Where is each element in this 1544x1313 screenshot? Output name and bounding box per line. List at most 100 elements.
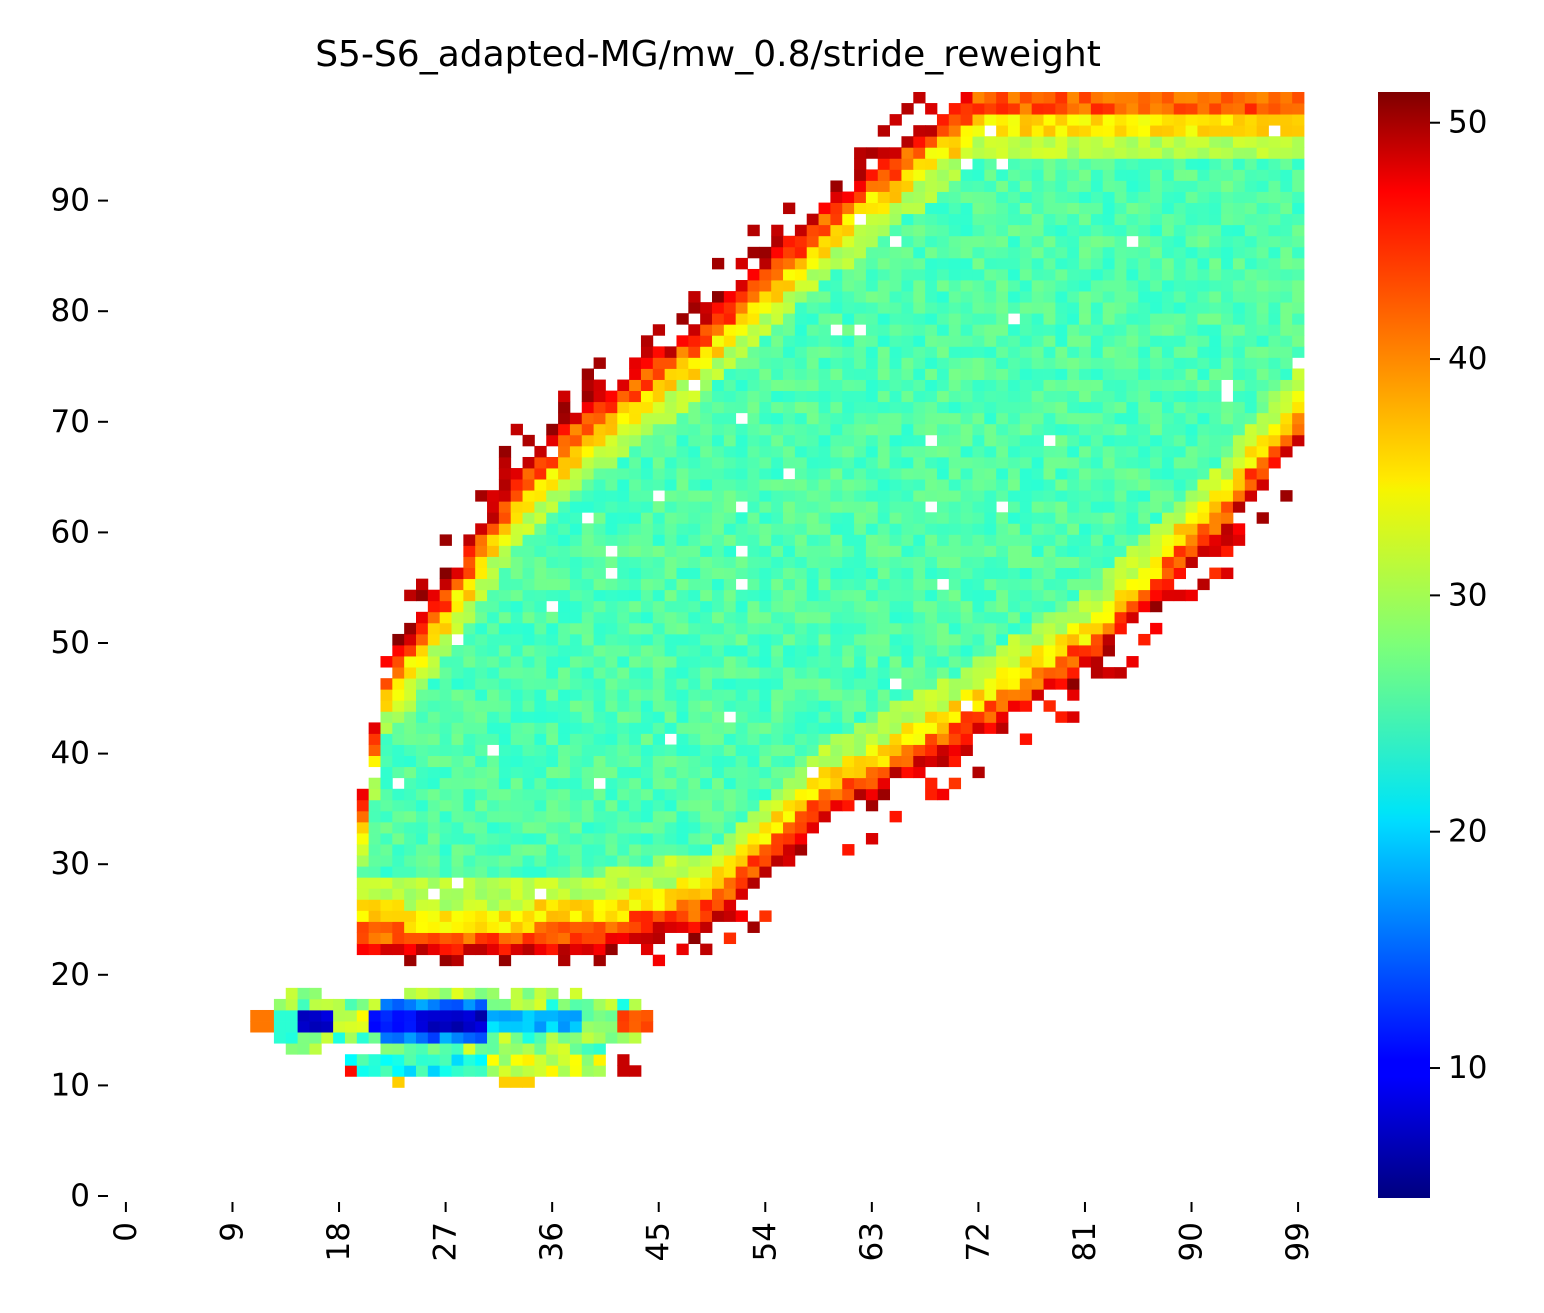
heatmap-cell xyxy=(404,810,417,823)
heatmap-cell xyxy=(1209,235,1222,248)
heatmap-cell xyxy=(865,456,879,469)
heatmap-cell xyxy=(652,534,666,546)
heatmap-cell xyxy=(1185,335,1198,347)
heatmap-cell xyxy=(439,921,452,933)
heatmap-cell xyxy=(972,302,985,314)
heatmap-cell xyxy=(806,512,819,524)
heatmap-cell xyxy=(510,611,523,624)
heatmap-cell xyxy=(487,987,500,1000)
heatmap-cell xyxy=(759,788,772,801)
heatmap-cell xyxy=(1031,379,1044,392)
heatmap-cell xyxy=(771,833,784,845)
heatmap-cell xyxy=(948,224,962,237)
heatmap-cell xyxy=(783,622,796,635)
heatmap-cell xyxy=(700,799,713,812)
heatmap-cell xyxy=(463,656,476,668)
heatmap-cell xyxy=(1232,158,1246,170)
heatmap-cell xyxy=(1268,268,1281,281)
heatmap-cell xyxy=(936,711,950,723)
heatmap-cell xyxy=(877,490,890,502)
heatmap-cell xyxy=(1244,479,1258,491)
heatmap-cell xyxy=(818,268,831,281)
heatmap-cell xyxy=(605,799,618,812)
heatmap-cell xyxy=(794,755,808,768)
heatmap-cell xyxy=(1090,158,1104,170)
heatmap-cell xyxy=(783,324,796,336)
heatmap-cell xyxy=(1232,136,1246,148)
heatmap-cell xyxy=(1197,147,1210,159)
heatmap-cell xyxy=(996,224,1009,237)
heatmap-cell xyxy=(1280,368,1293,380)
heatmap-cell xyxy=(487,910,500,922)
colorbar-tick-label: 10 xyxy=(1448,1050,1487,1086)
heatmap-cell xyxy=(854,147,867,159)
heatmap-cell xyxy=(1185,479,1198,491)
heatmap-cell xyxy=(380,810,393,823)
heatmap-cell xyxy=(487,855,500,867)
heatmap-cell xyxy=(569,998,583,1011)
heatmap-cell xyxy=(830,611,843,624)
heatmap-cell xyxy=(1067,324,1080,336)
heatmap-cell xyxy=(712,744,725,756)
heatmap-cell xyxy=(771,766,784,779)
heatmap-cell xyxy=(723,545,737,557)
heatmap-cell xyxy=(581,456,594,469)
heatmap-cell xyxy=(830,246,843,259)
heatmap-cell xyxy=(368,943,381,956)
heatmap-cell xyxy=(842,512,855,524)
heatmap-cell xyxy=(783,512,796,524)
heatmap-cell xyxy=(688,921,701,933)
heatmap-cell xyxy=(972,224,985,237)
heatmap-cell xyxy=(1008,346,1021,358)
heatmap-cell xyxy=(783,456,796,469)
heatmap-cell xyxy=(1280,324,1293,336)
heatmap-cell xyxy=(463,733,476,745)
heatmap-cell xyxy=(652,810,666,823)
heatmap-cell xyxy=(463,578,476,591)
heatmap-cell xyxy=(487,932,500,945)
heatmap-cell xyxy=(475,910,488,922)
heatmap-cell xyxy=(1232,523,1246,535)
heatmap-cell xyxy=(439,633,452,646)
heatmap-cell xyxy=(759,423,772,436)
heatmap-cell xyxy=(617,1021,630,1033)
heatmap-cell xyxy=(498,910,512,922)
heatmap-cell xyxy=(830,346,843,358)
heatmap-cell xyxy=(664,711,677,723)
heatmap-cell xyxy=(392,788,405,801)
heatmap-cell xyxy=(629,877,642,889)
heatmap-cell xyxy=(712,766,725,779)
heatmap-cell xyxy=(439,689,452,701)
heatmap-cell xyxy=(593,932,606,945)
heatmap-cell xyxy=(1268,92,1281,104)
heatmap-cell xyxy=(427,722,441,734)
heatmap-cell xyxy=(901,401,914,414)
heatmap-cell xyxy=(712,888,725,900)
heatmap-cell xyxy=(1102,268,1115,281)
heatmap-cell xyxy=(1221,335,1234,347)
heatmap-cell xyxy=(925,324,938,336)
heatmap-cell xyxy=(783,611,796,624)
heatmap-cell xyxy=(901,633,914,646)
heatmap-cell xyxy=(273,1032,287,1044)
heatmap-cell xyxy=(569,877,583,889)
heatmap-cell xyxy=(925,302,938,314)
heatmap-cell xyxy=(830,390,843,403)
heatmap-cell xyxy=(996,645,1009,657)
heatmap-cell xyxy=(712,434,725,447)
heatmap-cell xyxy=(1244,268,1258,281)
heatmap-cell xyxy=(960,235,973,248)
heatmap-cell xyxy=(1008,512,1021,524)
heatmap-cell xyxy=(1043,313,1056,325)
heatmap-cell xyxy=(925,445,938,458)
heatmap-cell xyxy=(960,357,973,369)
heatmap-cell xyxy=(534,910,547,922)
heatmap-cell xyxy=(546,755,559,768)
heatmap-cell xyxy=(996,147,1009,159)
heatmap-cell xyxy=(522,722,535,734)
heatmap-cell xyxy=(605,943,618,956)
heatmap-cell xyxy=(984,645,997,657)
heatmap-cell xyxy=(380,744,393,756)
heatmap-cell xyxy=(546,1065,559,1077)
heatmap-cell xyxy=(1090,667,1104,679)
